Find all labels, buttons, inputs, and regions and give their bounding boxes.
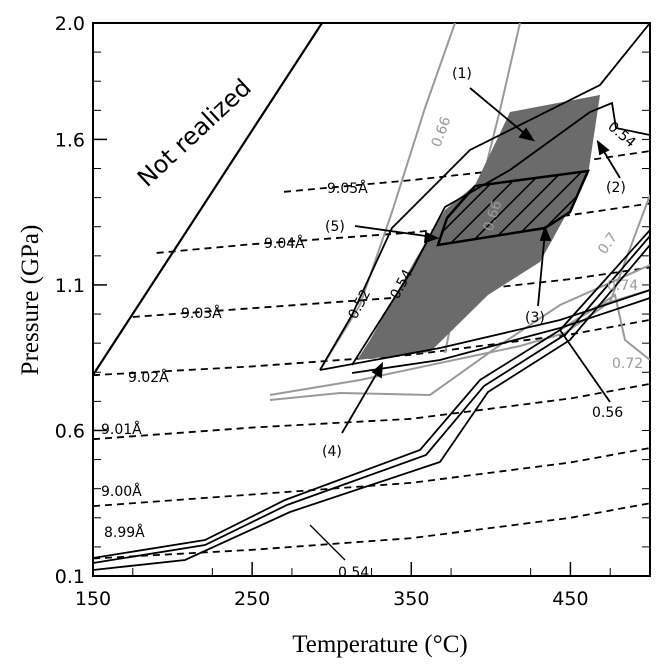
not-realized-label: Not realized [132,73,257,192]
black-contour-label-052: 0.52 [345,287,374,322]
x-tick-label: 150 [75,588,111,610]
grey-contour-072 [559,293,650,361]
x-tick-label: 450 [552,588,588,610]
black-field-outline [351,101,650,366]
isoline-3 [93,318,650,377]
grey-contour-label-074: 0.74 [607,278,638,294]
black-contour-label-056: 0.56 [592,405,623,421]
y-tick-label: 0.6 [55,420,85,442]
grey-contour-07-loop [269,264,650,401]
isoline-label: 9.02Å [128,369,169,386]
black-contour-label-054-b: 0.54 [604,119,638,151]
isoline-label: 9.01Å [101,421,142,438]
y-tick-label: 2.0 [55,13,85,35]
plot-content [93,23,650,571]
grey-contour-066-left [319,23,456,371]
pointer-label-3: (3) [525,310,545,326]
pointer-label-1: (1) [452,66,472,82]
black-contours [93,23,650,571]
black-lower-bound [319,289,650,371]
black-low-tri-3 [93,244,650,571]
hatched-field-edge [436,169,591,247]
x-tick-label: 250 [234,588,270,610]
pointer-label-5: (5) [325,219,345,235]
isoline-label: 9.04Å [264,235,305,252]
black-low-tri-2 [93,235,650,564]
isoline-label: 8.99Å [104,524,145,541]
y-tick-label: 1.6 [55,129,85,151]
isoline-0 [93,502,650,560]
isoline-1 [93,447,650,508]
pointer-label-2: (2) [606,180,626,196]
isoline-label: 9.03Å [181,305,222,322]
grey-contour-label-072: 0.72 [612,356,643,372]
not-realized-boundary [93,23,323,376]
x-tick-label: 350 [393,588,429,610]
isoline-labels: 8.99Å 9.00Å 9.01Å 9.02Å 9.03Å 9.04Å 9.05Å [101,180,368,541]
isoline-5 [156,202,650,254]
y-tick-label: 0.1 [55,566,85,588]
grey-contour-label-066-a: 0.66 [429,115,455,150]
boundary-leader-054 [309,524,346,561]
boundary-label-054: 0.54 [338,565,369,581]
isoline-label: 9.00Å [101,483,142,500]
pointer-annotations [341,87,621,434]
y-axis-title: Pressure (GPa) [17,225,44,376]
black-056-line [559,329,611,403]
isoline-2 [93,383,650,441]
y-tick-label: 1.1 [55,275,85,297]
black-lower-bound-2 [351,297,650,374]
isoline-label: 9.05Å [327,180,368,197]
grey-contour-label-07: 0.7 [595,230,621,257]
black-outer-054 [319,23,650,371]
ticks: 150 250 350 450 0.1 0.6 1.1 1.6 2.0 [55,13,650,610]
x-axis-title: Temperature (°C) [292,631,468,658]
pointer-label-4: (4) [322,444,342,460]
